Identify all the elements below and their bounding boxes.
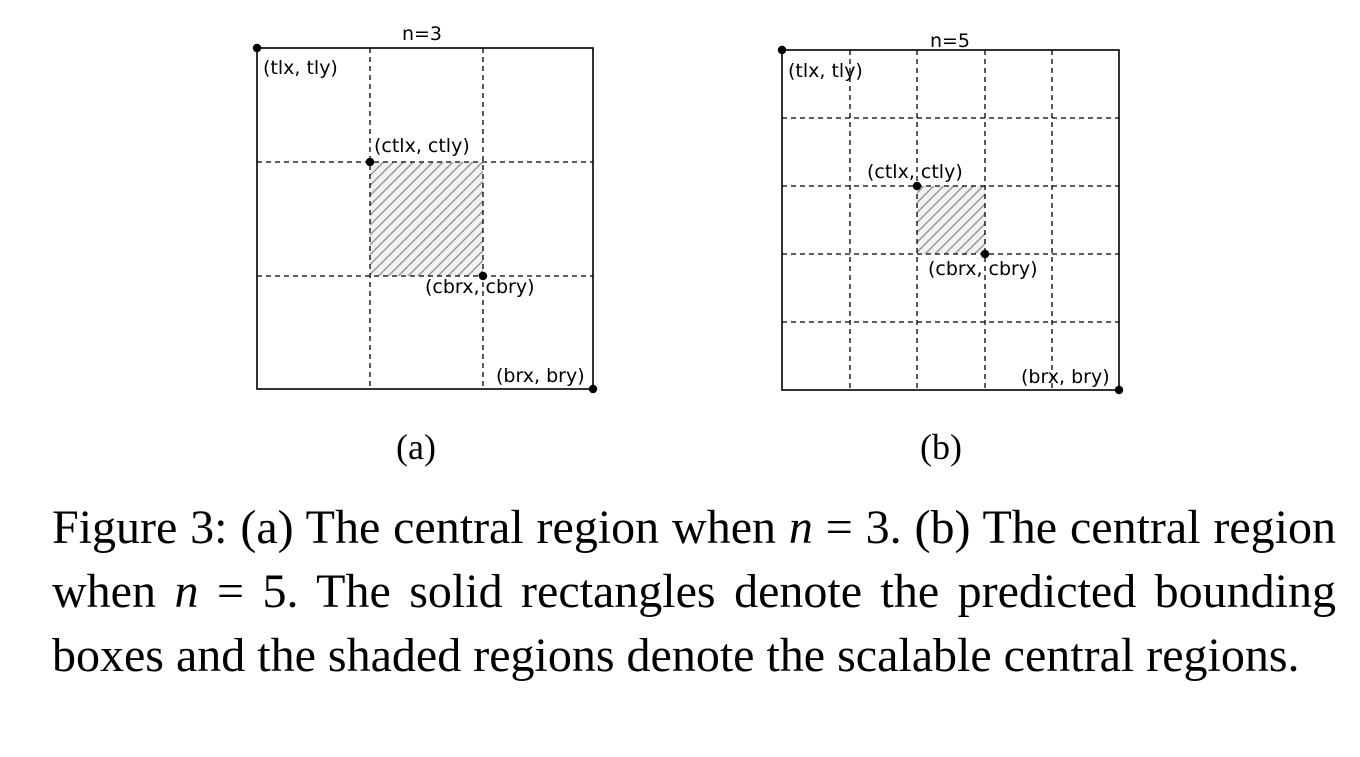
panel-a-label-top-left: (tlx, tly) [263,57,338,79]
caption-equation-a: = 3. [825,501,902,554]
panel-a-sublabel: (a) [396,427,436,467]
panel-b-grid-lines [782,50,1119,390]
panel-b-label-top-left: (tlx, tly) [788,60,863,82]
panel-b-bottom-right-point [1114,385,1124,395]
caption-part-a: (a) The central region when [240,501,776,554]
panel-a-grid-lines [257,48,593,389]
panel-a-label-central-top-left: (ctlx, ctly) [374,135,470,157]
panel-b-central-bottom-right-point [980,249,990,259]
panel-a-top-left-point [252,43,262,53]
panel-a-central-top-left-point [365,157,375,167]
panel-b-title: n=5 [930,30,970,52]
panel-b-central-region [917,186,985,254]
caption-math-n-b: n [174,565,199,618]
panel-a-bounding-box [256,47,594,390]
panel-a-label-central-bottom-right: (cbrx, cbry) [425,276,535,298]
panel-a-bottom-right-point [588,384,598,394]
panel-a-central-region [370,162,483,276]
caption-label: Figure 3: [52,501,228,554]
caption-equation-b: = 5. [216,565,299,618]
panel-b-label-bottom-right: (brx, bry) [1021,366,1110,388]
panel-b-label-central-bottom-right: (cbrx, cbry) [928,258,1038,280]
caption-part-b: (b) The central region when [52,501,1337,618]
panel-b-central-top-left-point [912,181,922,191]
panel-a-central-bottom-right-point [478,271,488,281]
figure-diagrams: n=3 (tlx, tly) (ctlx, ctly) (cbrx, cbry)… [252,23,1124,467]
panel-b-bounding-box [781,49,1120,391]
panel-b-top-left-point [777,45,787,55]
panel-b-sublabel: (b) [920,427,962,467]
panel-b: n=5 (tlx, tly) (ctlx, ctly) (cbrx, cbry)… [777,30,1124,467]
caption-math-n-a: n [788,501,813,554]
panel-a-label-bottom-right: (brx, bry) [496,365,585,387]
panel-a-title: n=3 [402,23,442,45]
panel-b-label-central-top-left: (ctlx, ctly) [867,161,963,183]
caption-part-c: The solid rectangles denote the predicte… [52,565,1337,682]
panel-a: n=3 (tlx, tly) (ctlx, ctly) (cbrx, cbry)… [252,23,598,467]
figure-caption: Figure 3: (a) The central region when n … [52,496,1336,688]
